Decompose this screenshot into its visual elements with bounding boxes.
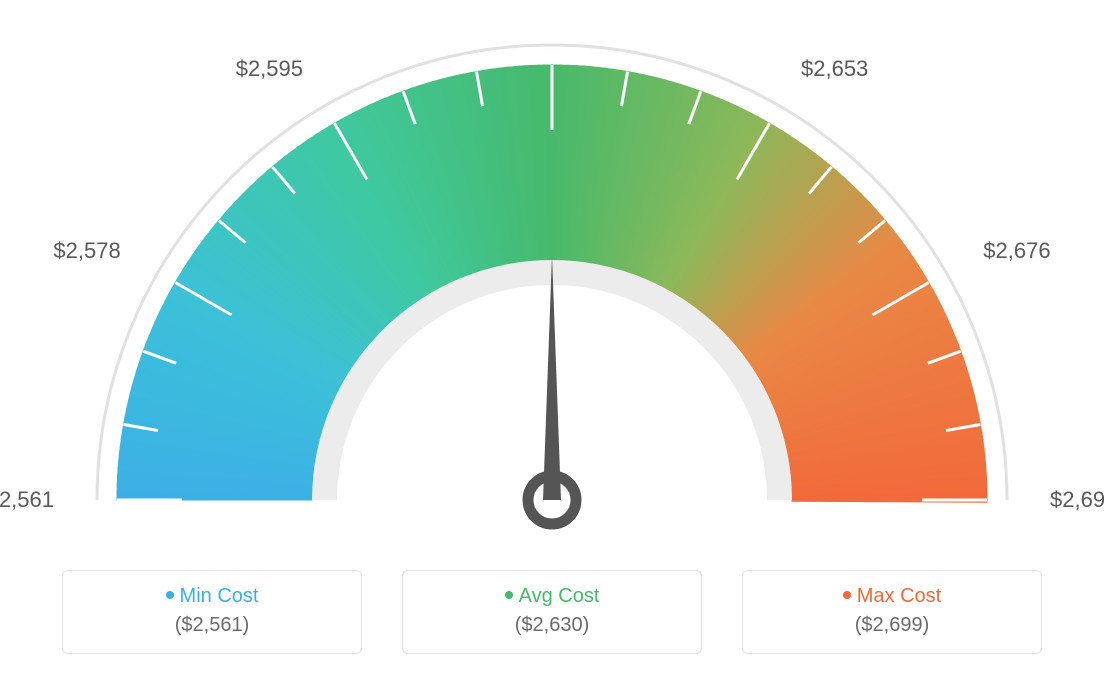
legend-value: ($2,699) xyxy=(743,614,1041,637)
legend-dot-icon xyxy=(166,591,174,599)
legend-title: Max Cost xyxy=(743,585,1041,608)
tick-label: $2,676 xyxy=(983,238,1050,264)
legend-title: Avg Cost xyxy=(403,585,701,608)
gauge-needle xyxy=(543,255,561,500)
tick-label: $2,578 xyxy=(53,238,120,264)
legend-value: ($2,561) xyxy=(63,614,361,637)
gauge-svg xyxy=(0,0,1104,560)
legend-title-text: Avg Cost xyxy=(519,585,600,607)
legend-title-text: Min Cost xyxy=(180,585,259,607)
legend-card-min: Min Cost ($2,561) xyxy=(62,570,362,654)
tick-label: $2,653 xyxy=(801,56,868,82)
tick-label: $2,630 xyxy=(518,0,585,2)
tick-label: $2,561 xyxy=(0,487,54,513)
legend-title: Min Cost xyxy=(63,585,361,608)
legend-card-avg: Avg Cost ($2,630) xyxy=(402,570,702,654)
legend-dot-icon xyxy=(843,591,851,599)
legend-card-max: Max Cost ($2,699) xyxy=(742,570,1042,654)
legend-row: Min Cost ($2,561) Avg Cost ($2,630) Max Cost… xyxy=(0,570,1104,654)
legend-dot-icon xyxy=(505,591,513,599)
tick-label: $2,699 xyxy=(1050,487,1104,513)
legend-title-text: Max Cost xyxy=(857,585,941,607)
legend-value: ($2,630) xyxy=(403,614,701,637)
tick-label: $2,595 xyxy=(236,56,303,82)
gauge-chart: $2,561 $2,578 $2,595 $2,630 $2,653 $2,676 $2,6… xyxy=(0,0,1104,560)
